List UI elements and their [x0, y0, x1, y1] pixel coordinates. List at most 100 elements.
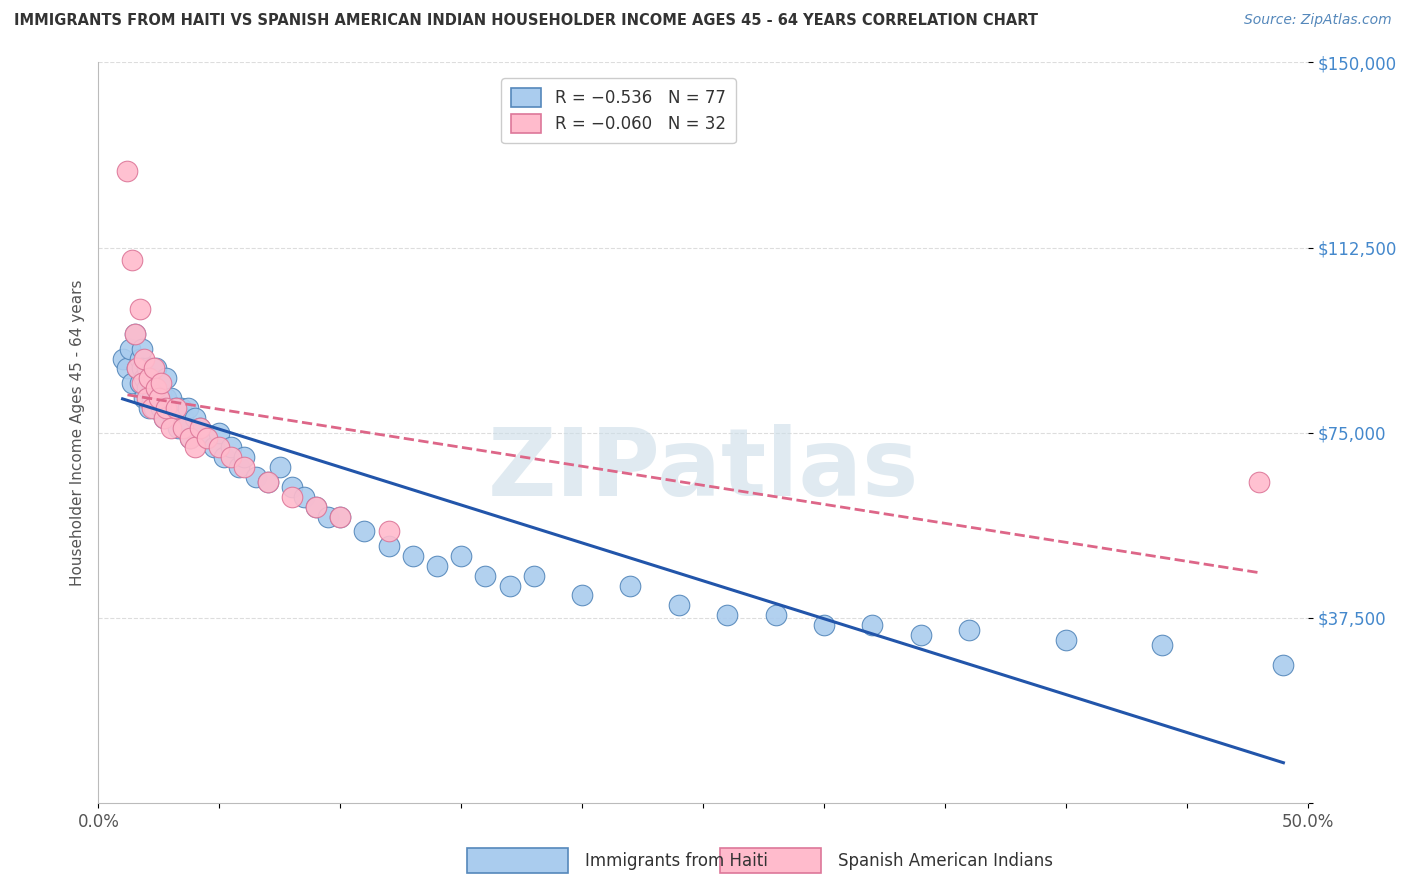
- Text: Source: ZipAtlas.com: Source: ZipAtlas.com: [1244, 13, 1392, 28]
- Point: [316, 509, 339, 524]
- Point: [195, 431, 218, 445]
- Point: [860, 618, 883, 632]
- FancyBboxPatch shape: [467, 848, 568, 872]
- Point: [221, 450, 243, 465]
- Legend: R = −0.536   N = 77, R = −0.060   N = 32: R = −0.536 N = 77, R = −0.060 N = 32: [501, 78, 735, 144]
- Point: [1152, 638, 1174, 652]
- Point: [188, 420, 211, 434]
- Point: [957, 623, 980, 637]
- Point: [165, 401, 187, 415]
- Point: [157, 401, 180, 415]
- Point: [150, 401, 173, 415]
- Point: [450, 549, 472, 563]
- Point: [232, 450, 254, 465]
- Point: [135, 361, 157, 376]
- Point: [148, 391, 170, 405]
- Point: [184, 441, 207, 455]
- Point: [128, 376, 150, 391]
- Point: [329, 509, 352, 524]
- Text: IMMIGRANTS FROM HAITI VS SPANISH AMERICAN INDIAN HOUSEHOLDER INCOME AGES 45 - 64: IMMIGRANTS FROM HAITI VS SPANISH AMERICA…: [14, 13, 1038, 29]
- Point: [138, 371, 160, 385]
- Point: [281, 490, 304, 504]
- Point: [148, 376, 170, 391]
- FancyBboxPatch shape: [720, 848, 821, 872]
- Point: [292, 490, 315, 504]
- Point: [118, 342, 141, 356]
- Point: [256, 475, 278, 489]
- Point: [121, 376, 143, 391]
- Point: [474, 568, 496, 582]
- Point: [498, 579, 520, 593]
- Text: ZIPatlas: ZIPatlas: [488, 424, 918, 516]
- Point: [167, 420, 190, 434]
- Point: [143, 401, 166, 415]
- Point: [256, 475, 278, 489]
- Point: [152, 410, 174, 425]
- Point: [204, 441, 226, 455]
- Point: [128, 302, 150, 317]
- Point: [155, 371, 177, 385]
- Point: [143, 361, 166, 376]
- Point: [131, 361, 153, 376]
- Point: [377, 539, 399, 553]
- Point: [111, 351, 134, 366]
- Point: [212, 450, 235, 465]
- Point: [402, 549, 425, 563]
- Point: [179, 431, 201, 445]
- Point: [143, 371, 166, 385]
- Point: [165, 401, 187, 415]
- Point: [127, 361, 149, 376]
- Point: [121, 252, 143, 267]
- Point: [160, 420, 183, 434]
- Point: [134, 391, 156, 405]
- Point: [228, 460, 250, 475]
- Point: [155, 401, 177, 415]
- Point: [716, 608, 738, 623]
- Point: [281, 480, 304, 494]
- Point: [177, 401, 200, 415]
- Point: [208, 425, 231, 440]
- Point: [145, 381, 167, 395]
- Point: [179, 431, 201, 445]
- Point: [305, 500, 328, 514]
- Point: [138, 371, 160, 385]
- Text: Immigrants from Haiti: Immigrants from Haiti: [585, 852, 768, 870]
- Point: [184, 410, 207, 425]
- Point: [150, 376, 173, 391]
- Point: [221, 441, 243, 455]
- Point: [155, 391, 177, 405]
- Point: [353, 524, 375, 539]
- Point: [141, 401, 163, 415]
- Point: [134, 371, 156, 385]
- Point: [765, 608, 787, 623]
- Point: [619, 579, 641, 593]
- Point: [135, 391, 157, 405]
- Point: [141, 361, 163, 376]
- Point: [131, 376, 153, 391]
- Point: [150, 386, 173, 401]
- Point: [141, 381, 163, 395]
- Point: [1272, 657, 1295, 672]
- Point: [172, 410, 194, 425]
- Y-axis label: Householder Income Ages 45 - 64 years: Householder Income Ages 45 - 64 years: [69, 279, 84, 586]
- Point: [668, 599, 690, 613]
- Point: [160, 391, 183, 405]
- Point: [138, 401, 160, 415]
- Point: [145, 381, 167, 395]
- Point: [571, 589, 593, 603]
- Point: [910, 628, 932, 642]
- Point: [131, 342, 153, 356]
- Point: [174, 420, 197, 434]
- Point: [162, 410, 184, 425]
- Point: [128, 351, 150, 366]
- Point: [188, 420, 211, 434]
- Point: [135, 381, 157, 395]
- Point: [377, 524, 399, 539]
- Point: [124, 326, 146, 341]
- Point: [148, 391, 170, 405]
- Point: [269, 460, 291, 475]
- Point: [232, 460, 254, 475]
- Point: [127, 361, 149, 376]
- Point: [141, 391, 163, 405]
- Point: [523, 568, 546, 582]
